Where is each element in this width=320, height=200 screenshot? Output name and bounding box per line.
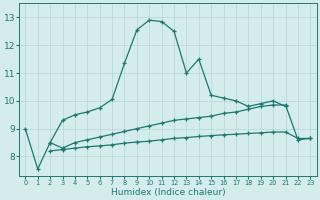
X-axis label: Humidex (Indice chaleur): Humidex (Indice chaleur) <box>110 188 225 197</box>
